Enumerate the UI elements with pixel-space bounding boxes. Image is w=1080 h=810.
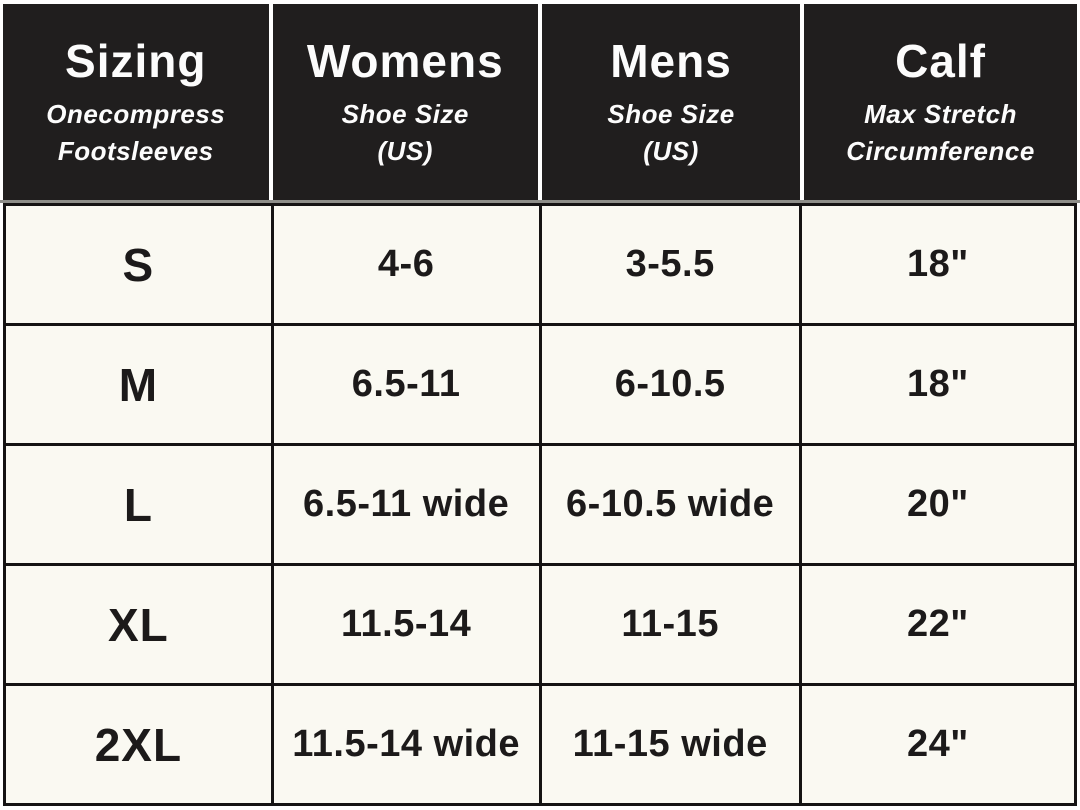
cell-s-size: S <box>6 206 271 323</box>
header-cell-mens: Mens Shoe Size (US) <box>542 4 801 200</box>
cell-2xl-size: 2XL <box>6 686 271 803</box>
table-header-row: Sizing Onecompress Footsleeves Womens Sh… <box>0 0 1080 200</box>
size-label: XL <box>107 598 169 651</box>
cell-2xl-womens: 11.5-14 wide <box>273 686 539 803</box>
column-subtitle-mens: Shoe Size (US) <box>607 96 734 170</box>
womens-value: 4-6 <box>377 243 435 285</box>
cell-s-mens: 3-5.5 <box>541 206 799 323</box>
column-title-sizing: Sizing <box>65 35 207 88</box>
subtitle-line: Circumference <box>846 136 1035 166</box>
cell-xl-calf: 22" <box>801 566 1074 683</box>
cell-xl-size: XL <box>6 566 271 683</box>
womens-value: 6.5-11 wide <box>303 483 510 525</box>
cell-m-womens: 6.5-11 <box>273 326 539 443</box>
womens-value: 6.5-11 <box>351 363 461 405</box>
calf-value: 22" <box>907 603 969 645</box>
calf-value: 18" <box>907 243 969 285</box>
cell-xl-womens: 11.5-14 <box>273 566 539 683</box>
subtitle-line: (US) <box>643 136 699 166</box>
size-label: L <box>123 478 153 531</box>
subtitle-line: Shoe Size <box>607 99 735 130</box>
mens-value: 6-10.5 <box>614 363 726 405</box>
womens-value: 11.5-14 wide <box>292 723 521 765</box>
cell-l-size: L <box>6 446 271 563</box>
calf-value: 18" <box>907 363 969 405</box>
cell-l-mens: 6-10.5 wide <box>541 446 799 563</box>
subtitle-line: Max Stretch <box>864 99 1017 130</box>
mens-value: 3-5.5 <box>625 243 715 285</box>
cell-xl-mens: 11-15 <box>541 566 799 683</box>
subtitle-line: Footsleeves <box>57 136 214 166</box>
cell-m-mens: 6-10.5 <box>541 326 799 443</box>
subtitle-line: Shoe Size <box>341 99 469 130</box>
subtitle-line: (US) <box>377 136 433 166</box>
column-title-mens: Mens <box>610 35 732 88</box>
cell-m-size: M <box>6 326 271 443</box>
cell-s-womens: 4-6 <box>273 206 539 323</box>
calf-value: 20" <box>907 483 969 525</box>
column-subtitle-womens: Shoe Size (US) <box>342 96 469 170</box>
header-cell-calf: Calf Max Stretch Circumference <box>804 4 1077 200</box>
cell-2xl-calf: 24" <box>801 686 1074 803</box>
cell-l-womens: 6.5-11 wide <box>273 446 539 563</box>
calf-value: 24" <box>907 723 969 765</box>
column-subtitle-calf: Max Stretch Circumference <box>846 96 1035 170</box>
mens-value: 11-15 wide <box>572 723 768 765</box>
header-cell-womens: Womens Shoe Size (US) <box>272 4 538 200</box>
size-label: M <box>118 358 159 411</box>
mens-value: 6-10.5 wide <box>566 483 775 525</box>
size-label: 2XL <box>94 718 183 771</box>
womens-value: 11.5-14 <box>340 603 472 645</box>
cell-2xl-mens: 11-15 wide <box>541 686 799 803</box>
size-label: S <box>122 238 155 291</box>
subtitle-line: Onecompress <box>46 99 226 130</box>
header-cell-sizing: Sizing Onecompress Footsleeves <box>3 4 269 200</box>
column-subtitle-sizing: Onecompress Footsleeves <box>46 96 225 170</box>
column-title-calf: Calf <box>895 35 986 88</box>
cell-s-calf: 18" <box>801 206 1074 323</box>
cell-l-calf: 20" <box>801 446 1074 563</box>
column-title-womens: Womens <box>306 35 504 88</box>
mens-value: 11-15 <box>621 603 719 645</box>
table-body: S 4-6 3-5.5 18" M 6.5-11 6-10.5 18" L 6.… <box>3 203 1077 806</box>
header-divider <box>0 200 1080 203</box>
cell-m-calf: 18" <box>801 326 1074 443</box>
